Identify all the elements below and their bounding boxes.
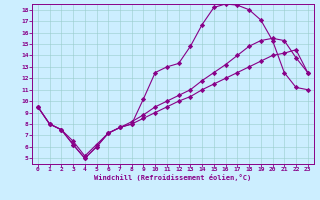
X-axis label: Windchill (Refroidissement éolien,°C): Windchill (Refroidissement éolien,°C) [94,174,252,181]
